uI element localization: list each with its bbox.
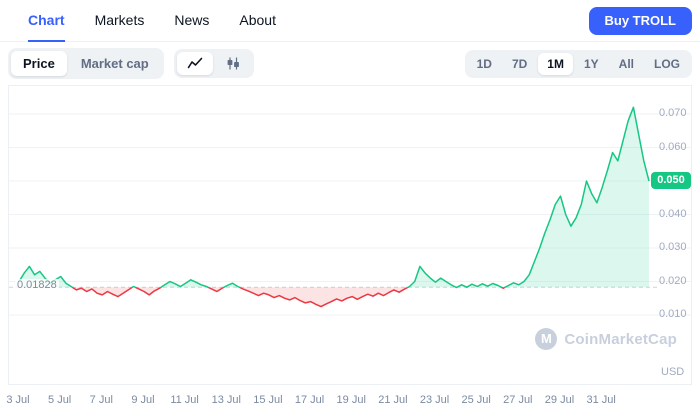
x-axis-label: 17 Jul bbox=[294, 394, 325, 406]
y-axis-label: 0.020 bbox=[659, 274, 687, 287]
toggle-market-cap[interactable]: Market cap bbox=[69, 51, 161, 76]
nav-tabs: Chart Markets News About bbox=[28, 0, 306, 42]
x-axis-label: 31 Jul bbox=[586, 394, 616, 406]
candlestick-chart-icon bbox=[225, 57, 241, 70]
x-axis-label: 29 Jul bbox=[544, 394, 575, 406]
x-axis-label: 23 Jul bbox=[419, 394, 450, 406]
buy-troll-button[interactable]: Buy TROLL bbox=[588, 6, 692, 35]
toggle-price[interactable]: Price bbox=[11, 51, 67, 76]
range-button-log[interactable]: LOG bbox=[645, 53, 689, 75]
x-axis-label: 3 Jul bbox=[6, 394, 30, 406]
x-axis-label: 27 Jul bbox=[503, 394, 533, 406]
y-axis-label: 0.010 bbox=[659, 308, 687, 320]
tab-chart[interactable]: Chart bbox=[28, 0, 65, 42]
x-axis-label: 11 Jul bbox=[170, 394, 199, 406]
x-axis-label: 25 Jul bbox=[461, 394, 491, 406]
price-marketcap-toggle: Price Market cap bbox=[8, 48, 164, 79]
chart-toolbar: Price Market cap bbox=[0, 42, 700, 85]
x-axis-label: 7 Jul bbox=[89, 394, 113, 406]
tab-markets[interactable]: Markets bbox=[94, 12, 145, 28]
tab-news[interactable]: News bbox=[174, 12, 210, 28]
x-axis-label: 13 Jul bbox=[211, 394, 241, 406]
line-chart-icon-button[interactable] bbox=[176, 52, 213, 75]
axis-unit-label: USD bbox=[661, 366, 685, 378]
range-button-all[interactable]: All bbox=[610, 53, 643, 75]
range-button-1d[interactable]: 1D bbox=[468, 53, 501, 75]
x-axis-label: 15 Jul bbox=[253, 394, 283, 406]
top-navigation: Chart Markets News About Buy TROLL bbox=[0, 0, 700, 42]
candlestick-chart-icon-button[interactable] bbox=[215, 52, 251, 75]
current-price-badge: 0.050 bbox=[651, 172, 691, 189]
line-chart-icon bbox=[187, 57, 203, 70]
y-axis-label: 0.030 bbox=[659, 241, 687, 253]
y-axis-label: 0.070 bbox=[659, 107, 687, 119]
range-button-1y[interactable]: 1Y bbox=[575, 53, 608, 75]
x-axis-label: 19 Jul bbox=[336, 394, 366, 406]
price-line-chart bbox=[9, 106, 691, 316]
x-axis-label: 9 Jul bbox=[131, 394, 155, 406]
range-button-1m[interactable]: 1M bbox=[538, 52, 573, 75]
tab-about[interactable]: About bbox=[239, 12, 276, 28]
x-axis-label: 21 Jul bbox=[378, 394, 408, 406]
y-axis-label: 0.060 bbox=[659, 140, 687, 153]
time-range-selector: 1D 7D 1M 1Y All LOG bbox=[464, 49, 692, 78]
range-button-7d[interactable]: 7D bbox=[503, 53, 536, 75]
x-axis-labels: 3 Jul 5 Jul 7 Jul 9 Jul 11 Jul 13 Jul 15 Jul 17… bbox=[0, 385, 700, 415]
baseline-price-label: 0.01828 bbox=[15, 279, 59, 292]
x-axis-label: 5 Jul bbox=[48, 394, 72, 406]
chart-type-toggle bbox=[173, 49, 254, 78]
price-chart[interactable]: 0.070 0.060 0.050 0.040 0.030 0.020 0.010 0.01… bbox=[8, 85, 692, 385]
y-axis-label: 0.040 bbox=[659, 207, 687, 220]
